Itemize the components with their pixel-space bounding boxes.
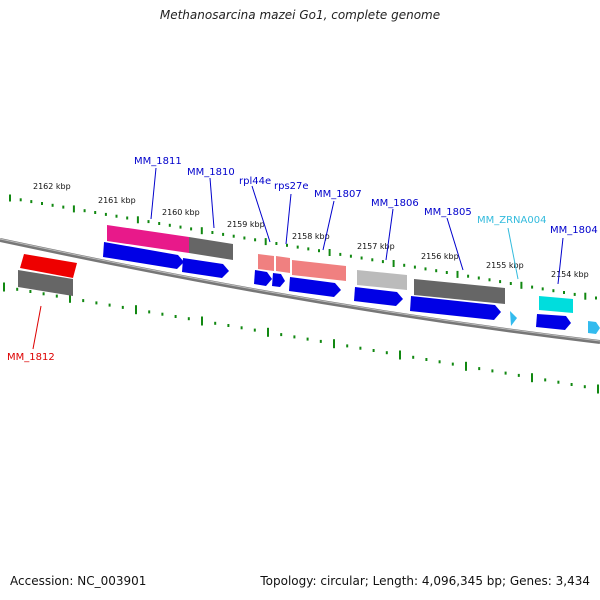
leader-line-mm1812	[32, 305, 42, 350]
gene-label-mm1805[interactable]: MM_1805	[424, 207, 472, 218]
gene-label-rps27e[interactable]: rps27e	[274, 181, 309, 192]
genome-backbone-highlight	[0, 238, 600, 342]
cds-arrow-mm1811[interactable]	[103, 242, 184, 269]
scale-label-2159: 2159 kbp	[227, 220, 265, 229]
gene-block-mm1810[interactable]	[189, 237, 233, 260]
gene-block-rps27e[interactable]	[276, 256, 290, 273]
leader-line-mmzrna004	[507, 227, 519, 280]
gene-block-mmzrna004[interactable]	[539, 296, 573, 313]
accession-text: Accession: NC_003901	[10, 574, 147, 588]
cds-arrow-mm1810[interactable]	[182, 258, 229, 278]
cds-arrow-rpl44e[interactable]	[254, 270, 272, 286]
scale-ticks-upper	[9, 194, 597, 300]
gene-block-mm1812-red[interactable]	[20, 254, 77, 278]
cds-arrow-rps27e[interactable]	[272, 273, 285, 287]
scale-label-2158: 2158 kbp	[292, 232, 330, 241]
gene-block-mm1805[interactable]	[414, 279, 505, 304]
gene-block-mm1806[interactable]	[357, 270, 407, 290]
cds-arrow-mm1804[interactable]	[536, 314, 571, 330]
cds-arrow-mm1805[interactable]	[410, 296, 501, 320]
map-title: Methanosarcina mazei Go1, complete genom…	[159, 8, 441, 22]
scale-label-2162: 2162 kbp	[33, 182, 71, 191]
gene-label-mm1811[interactable]: MM_1811	[134, 156, 182, 167]
leader-lines	[150, 167, 564, 285]
cds-arrow-mm1807[interactable]	[289, 277, 341, 297]
genome-backbone	[0, 238, 600, 344]
gene-label-mmzrna004[interactable]: MM_ZRNA004	[477, 215, 546, 226]
scale-label-2160: 2160 kbp	[162, 208, 200, 217]
scale-label-2157: 2157 kbp	[357, 242, 395, 251]
gene-label-rpl44e[interactable]: rpl44e	[239, 176, 271, 187]
scale-label-2154: 2154 kbp	[551, 270, 589, 279]
gene-block-mm1807[interactable]	[292, 260, 346, 281]
gene-label-mm1807[interactable]: MM_1807	[314, 189, 362, 200]
ncrna-arrow-mmzrna004[interactable]	[510, 311, 517, 326]
gene-label-mm1804[interactable]: MM_1804	[550, 225, 598, 236]
gene-block-mm1811[interactable]	[107, 225, 189, 253]
gene-label-mm1806[interactable]: MM_1806	[371, 198, 419, 209]
scale-ticks-lower	[3, 282, 599, 394]
cds-arrow-mm1806[interactable]	[354, 287, 403, 306]
gene-block-mm1812[interactable]	[18, 270, 73, 296]
scale-label-2161: 2161 kbp	[98, 196, 136, 205]
scale-label-2156: 2156 kbp	[421, 252, 459, 261]
genome-summary-text: Topology: circular; Length: 4,096,345 bp…	[260, 574, 590, 588]
gene-label-mm1810[interactable]: MM_1810	[187, 167, 235, 178]
scale-label-2155: 2155 kbp	[486, 261, 524, 270]
gene-label-mm1812[interactable]: MM_1812	[7, 352, 55, 363]
gene-block-rpl44e[interactable]	[258, 254, 274, 271]
ncrna-arrow-edge[interactable]	[588, 321, 600, 334]
